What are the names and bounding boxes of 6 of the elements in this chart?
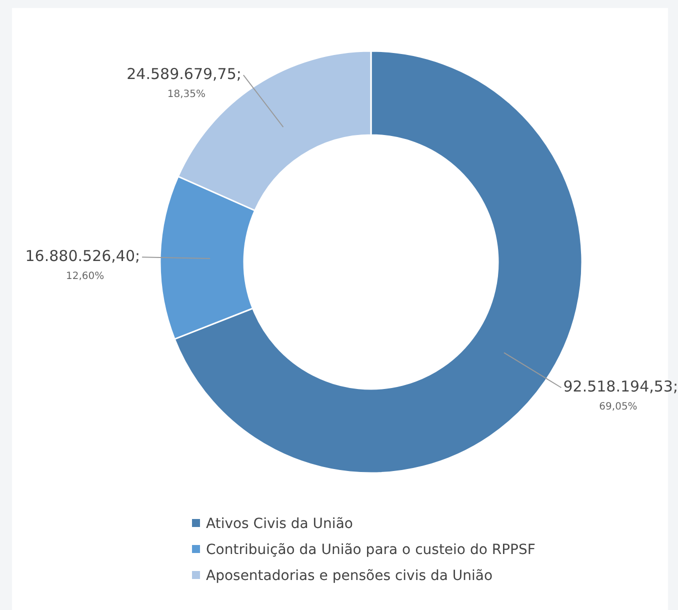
legend-label: Aposentadorias e pensões civis da União	[206, 568, 493, 584]
data-label: 16.880.526,40; 12,60%	[25, 247, 140, 282]
legend-label: Contribuição da União para o custeio do RPPSF	[206, 542, 536, 558]
data-label: 24.589.679,75; 18,35%	[126, 65, 242, 100]
data-label: 92.518.194,53; 69,05%	[563, 378, 678, 413]
legend-label: Ativos Civis da União	[206, 516, 353, 532]
